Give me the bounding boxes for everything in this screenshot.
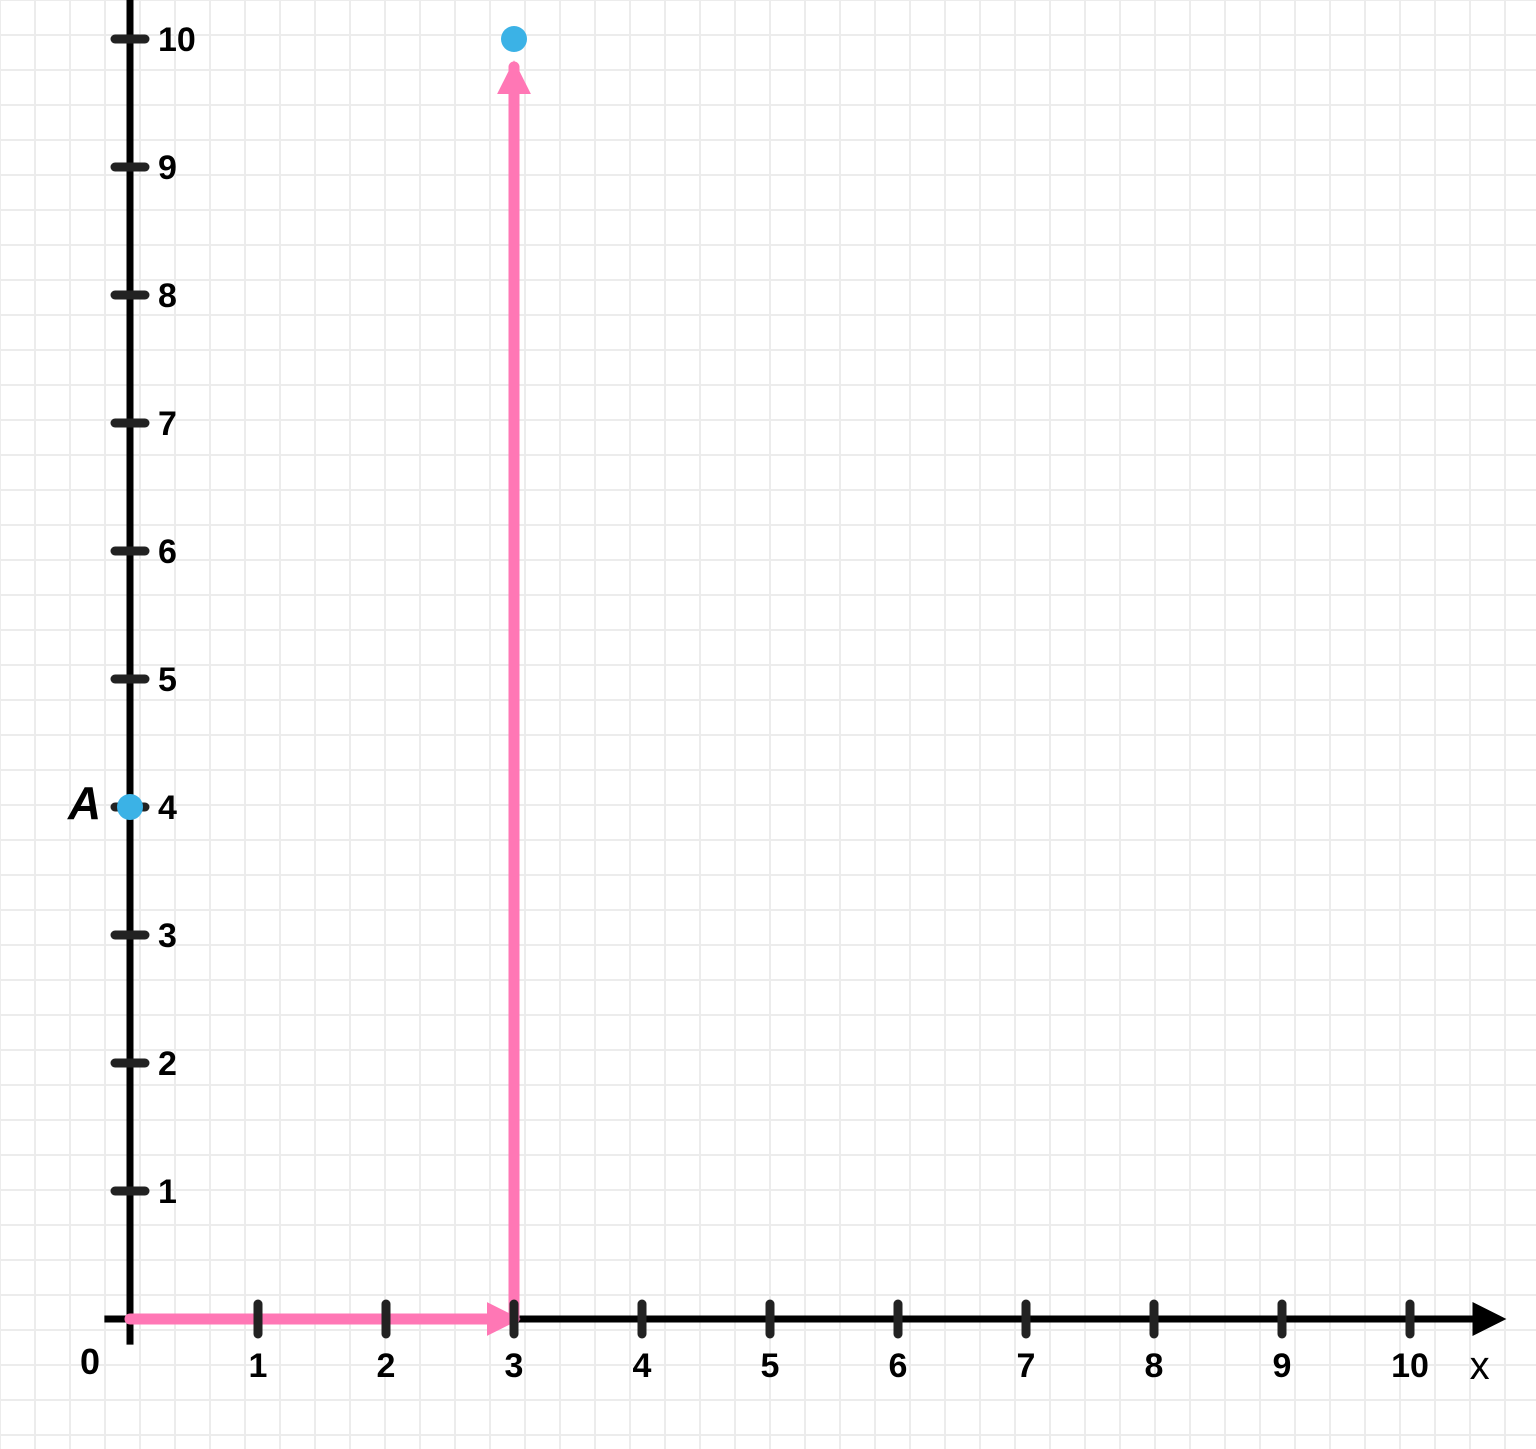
y-tick-label: 8 [158, 277, 177, 315]
y-tick-label: 10 [158, 21, 196, 59]
y-tick-label: 2 [158, 1045, 177, 1083]
chart-container: 12345678910123456789100xyAB [0, 0, 1536, 1449]
point-label-B: B [474, 0, 507, 7]
x-tick-label: 3 [505, 1347, 524, 1385]
y-tick-label: 1 [158, 1173, 177, 1211]
point-label-A: A [67, 777, 101, 829]
x-axis-label: x [1470, 1344, 1490, 1388]
x-tick-label: 5 [761, 1347, 780, 1385]
x-tick-label: 2 [377, 1347, 396, 1385]
y-tick-label: 7 [158, 405, 177, 443]
x-tick-label: 1 [249, 1347, 268, 1385]
x-tick-label: 4 [633, 1347, 652, 1385]
y-tick-label: 4 [158, 789, 177, 827]
y-tick-label: 3 [158, 917, 177, 955]
axes [104, 0, 1499, 1345]
x-tick-label: 10 [1391, 1347, 1429, 1385]
x-tick-label: 6 [889, 1347, 908, 1385]
x-tick-label: 8 [1145, 1347, 1164, 1385]
point-B [501, 26, 527, 52]
y-tick-label: 9 [158, 149, 177, 187]
y-tick-label: 6 [158, 533, 177, 571]
point-A [117, 794, 143, 820]
coordinate-plane: 12345678910123456789100xyAB [0, 0, 1536, 1449]
vectors [130, 67, 514, 1319]
ticks: 1 2 3 4 5 6 7 8 9 10 1 2 3 4 5 6 7 8 9 10 [115, 21, 1429, 1385]
x-tick-label: 9 [1273, 1347, 1292, 1385]
grid [0, 0, 1536, 1449]
origin-label: 0 [80, 1341, 100, 1382]
points: AB [67, 0, 527, 829]
y-tick-label: 5 [158, 661, 177, 699]
x-tick-label: 7 [1017, 1347, 1036, 1385]
